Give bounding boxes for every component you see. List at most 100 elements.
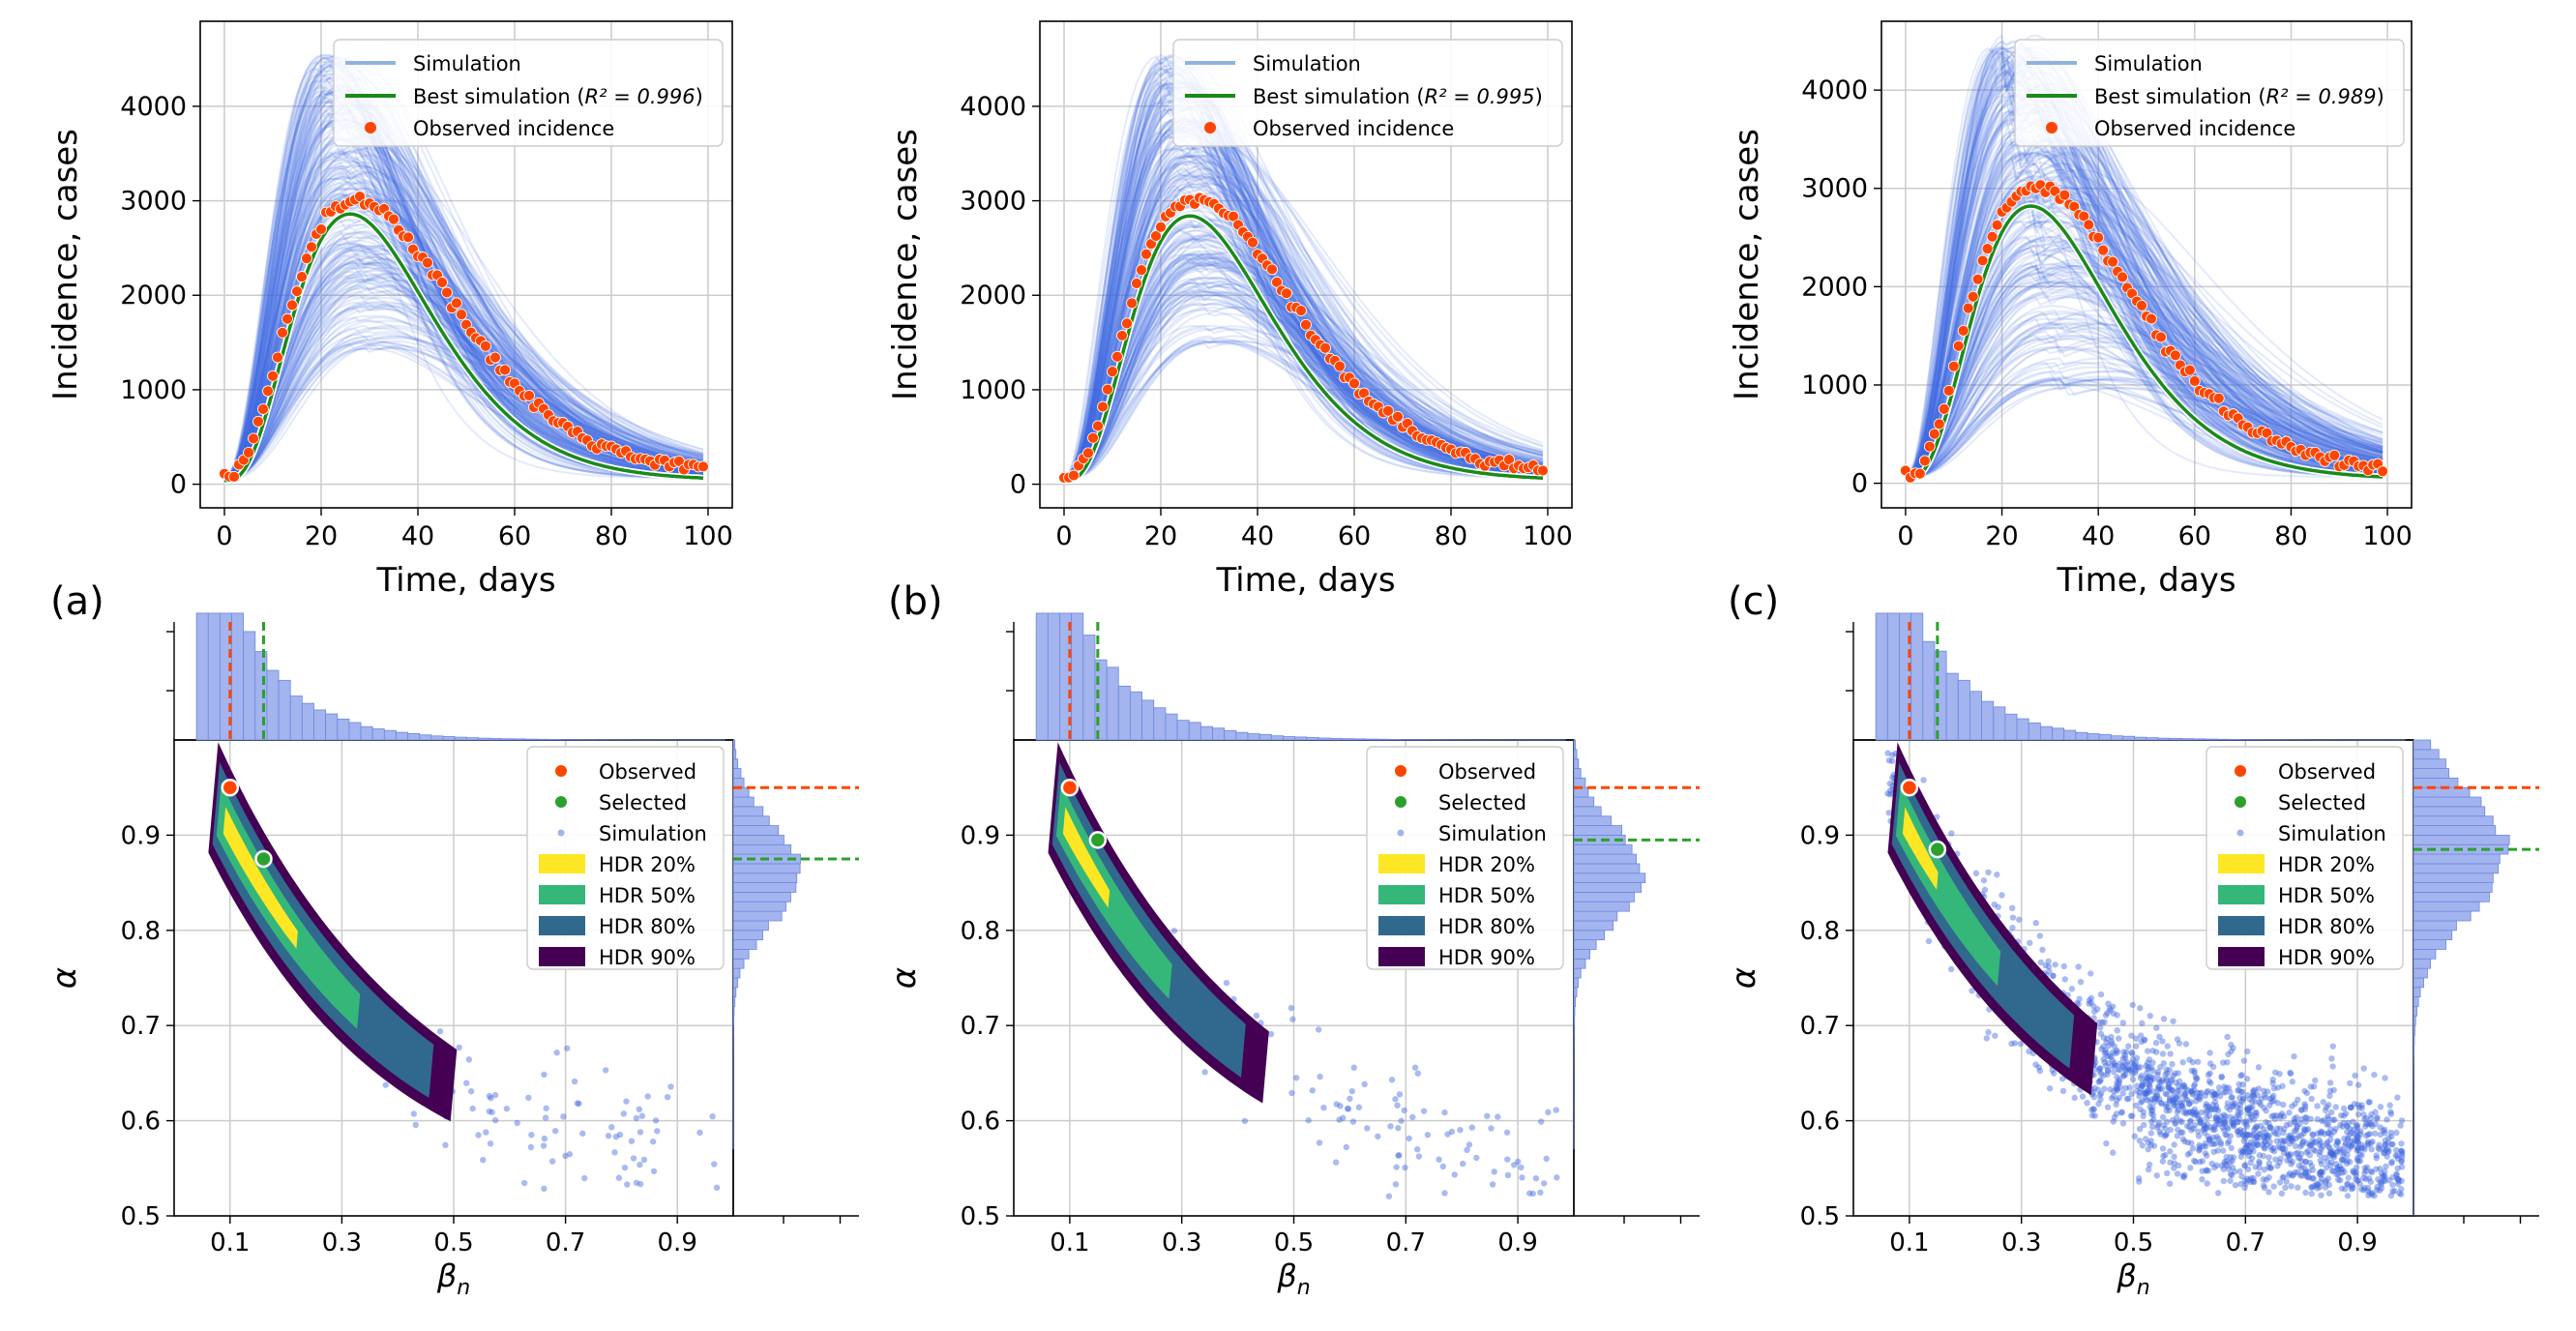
simulation-point <box>2238 1173 2245 1180</box>
observed-point <box>1102 383 1113 396</box>
simulation-curve <box>223 172 704 480</box>
simulation-point <box>2373 1152 2380 1159</box>
simulation-curve <box>1063 124 1544 480</box>
simulation-curve <box>1905 50 2384 479</box>
simulation-point <box>2076 995 2083 1002</box>
simulation-point <box>2292 1100 2298 1108</box>
simulation-point <box>2324 1158 2331 1165</box>
simulation-point <box>2174 1133 2181 1139</box>
simulation-point <box>2225 1166 2233 1172</box>
simulation-point <box>2328 1109 2335 1116</box>
observed-point <box>1976 254 1989 267</box>
simulation-point <box>2272 1156 2279 1163</box>
simulation-point <box>2295 1184 2301 1191</box>
simulation-curve <box>1063 130 1544 480</box>
marginal-top-bar <box>536 738 549 741</box>
marginal-top-bar <box>1910 612 1924 741</box>
simulation-point <box>2381 1176 2387 1183</box>
simulation-point <box>2154 1092 2161 1099</box>
marginal-top-bar <box>289 695 303 741</box>
observed-point <box>1087 431 1099 444</box>
observed-point <box>1140 248 1152 260</box>
simulation-point <box>2302 1158 2309 1166</box>
legend-label-1: Selected <box>599 791 687 814</box>
simulation-point <box>2102 1047 2109 1054</box>
x-tick-label: 40 <box>2082 521 2115 551</box>
x-tick-label: 0 <box>1055 521 1072 551</box>
simulation-point <box>1532 1174 1540 1182</box>
simulation-point <box>2211 1164 2218 1171</box>
legend-label-5: HDR 80% <box>2278 915 2375 938</box>
simulation-point <box>2355 1104 2363 1111</box>
simulation-curve <box>1063 193 1544 480</box>
legend-swatch-2 <box>2236 829 2244 837</box>
simulation-point <box>2318 1179 2324 1186</box>
x-tick-label: 20 <box>305 521 338 551</box>
simulation-point <box>412 1121 419 1129</box>
simulation-point <box>2223 1132 2231 1139</box>
simulation-point <box>2354 1144 2361 1151</box>
x-tick-label: 80 <box>1435 521 1467 551</box>
simulation-point <box>2110 1149 2117 1156</box>
legend-label-1: Selected <box>1438 791 1526 814</box>
hdr-20-region <box>222 807 298 949</box>
marginal-right-bar <box>732 977 739 989</box>
simulation-point <box>2235 1086 2242 1093</box>
simulation-point <box>2247 1159 2254 1167</box>
simulation-point <box>1554 1174 1560 1181</box>
simulation-point <box>2190 1082 2198 1090</box>
simulation-point <box>2220 1111 2228 1118</box>
simulation-curve <box>1063 229 1544 480</box>
posterior-panel-a: 0.1 0.3 0.5 0.7 0.90.50.60.70.80.9βnαObserve… <box>45 612 859 1300</box>
marginal-alpha-histogram <box>732 739 859 1224</box>
simulation-point <box>2277 1114 2284 1121</box>
simulation-point <box>2209 1088 2216 1096</box>
observed-point <box>523 390 535 401</box>
simulation-point <box>2089 1106 2097 1112</box>
marginal-top-bar <box>2122 735 2136 741</box>
simulation-point <box>2177 1129 2184 1137</box>
simulation-point <box>2352 1169 2358 1176</box>
simulation-point <box>2128 1032 2135 1039</box>
simulation-point <box>1317 1073 1323 1080</box>
simulation-point <box>2166 1180 2174 1187</box>
simulation-point <box>489 1109 495 1116</box>
simulation-curve <box>1063 162 1544 480</box>
simulation-point <box>2326 1092 2333 1100</box>
simulation-curve <box>1063 120 1544 480</box>
simulation-point <box>1985 869 1992 876</box>
simulation-point <box>2326 1087 2334 1094</box>
simulation-point <box>1994 872 2000 878</box>
simulation-point <box>1441 1190 1448 1197</box>
marginal-top-bar <box>1365 738 1378 741</box>
simulation-point <box>2160 1122 2167 1129</box>
simulation-point <box>1348 1087 1355 1095</box>
observed-marker <box>221 778 240 797</box>
simulation-curve <box>223 234 704 480</box>
marginal-top-bar <box>1283 736 1296 741</box>
simulation-curve <box>223 290 704 480</box>
simulation-point <box>2212 1139 2219 1147</box>
simulation-curve <box>1063 160 1544 480</box>
simulation-point <box>2223 1153 2230 1161</box>
simulation-point <box>1345 1106 1352 1112</box>
simulation-point <box>2289 1135 2295 1141</box>
simulation-point <box>2110 1068 2117 1076</box>
marginal-right-bar <box>732 749 737 760</box>
simulation-point <box>2295 1096 2301 1104</box>
simulation-curve <box>1905 245 2384 479</box>
x-axis-label-sub: n <box>457 1276 470 1300</box>
simulation-point <box>2353 1164 2360 1171</box>
marginal-top-bar <box>2134 736 2147 741</box>
simulation-point <box>1543 1155 1550 1163</box>
marginal-top-bar <box>1199 725 1213 741</box>
marginal-top-bar <box>1035 612 1049 741</box>
simulation-point <box>2114 1012 2120 1019</box>
marginal-right-bar <box>2413 835 2510 845</box>
marginal-right-bar <box>2413 758 2446 769</box>
simulation-point <box>2298 1158 2305 1165</box>
simulation-point <box>2167 1126 2174 1134</box>
simulation-point <box>2117 1060 2124 1067</box>
simulation-point <box>1519 1174 1525 1181</box>
